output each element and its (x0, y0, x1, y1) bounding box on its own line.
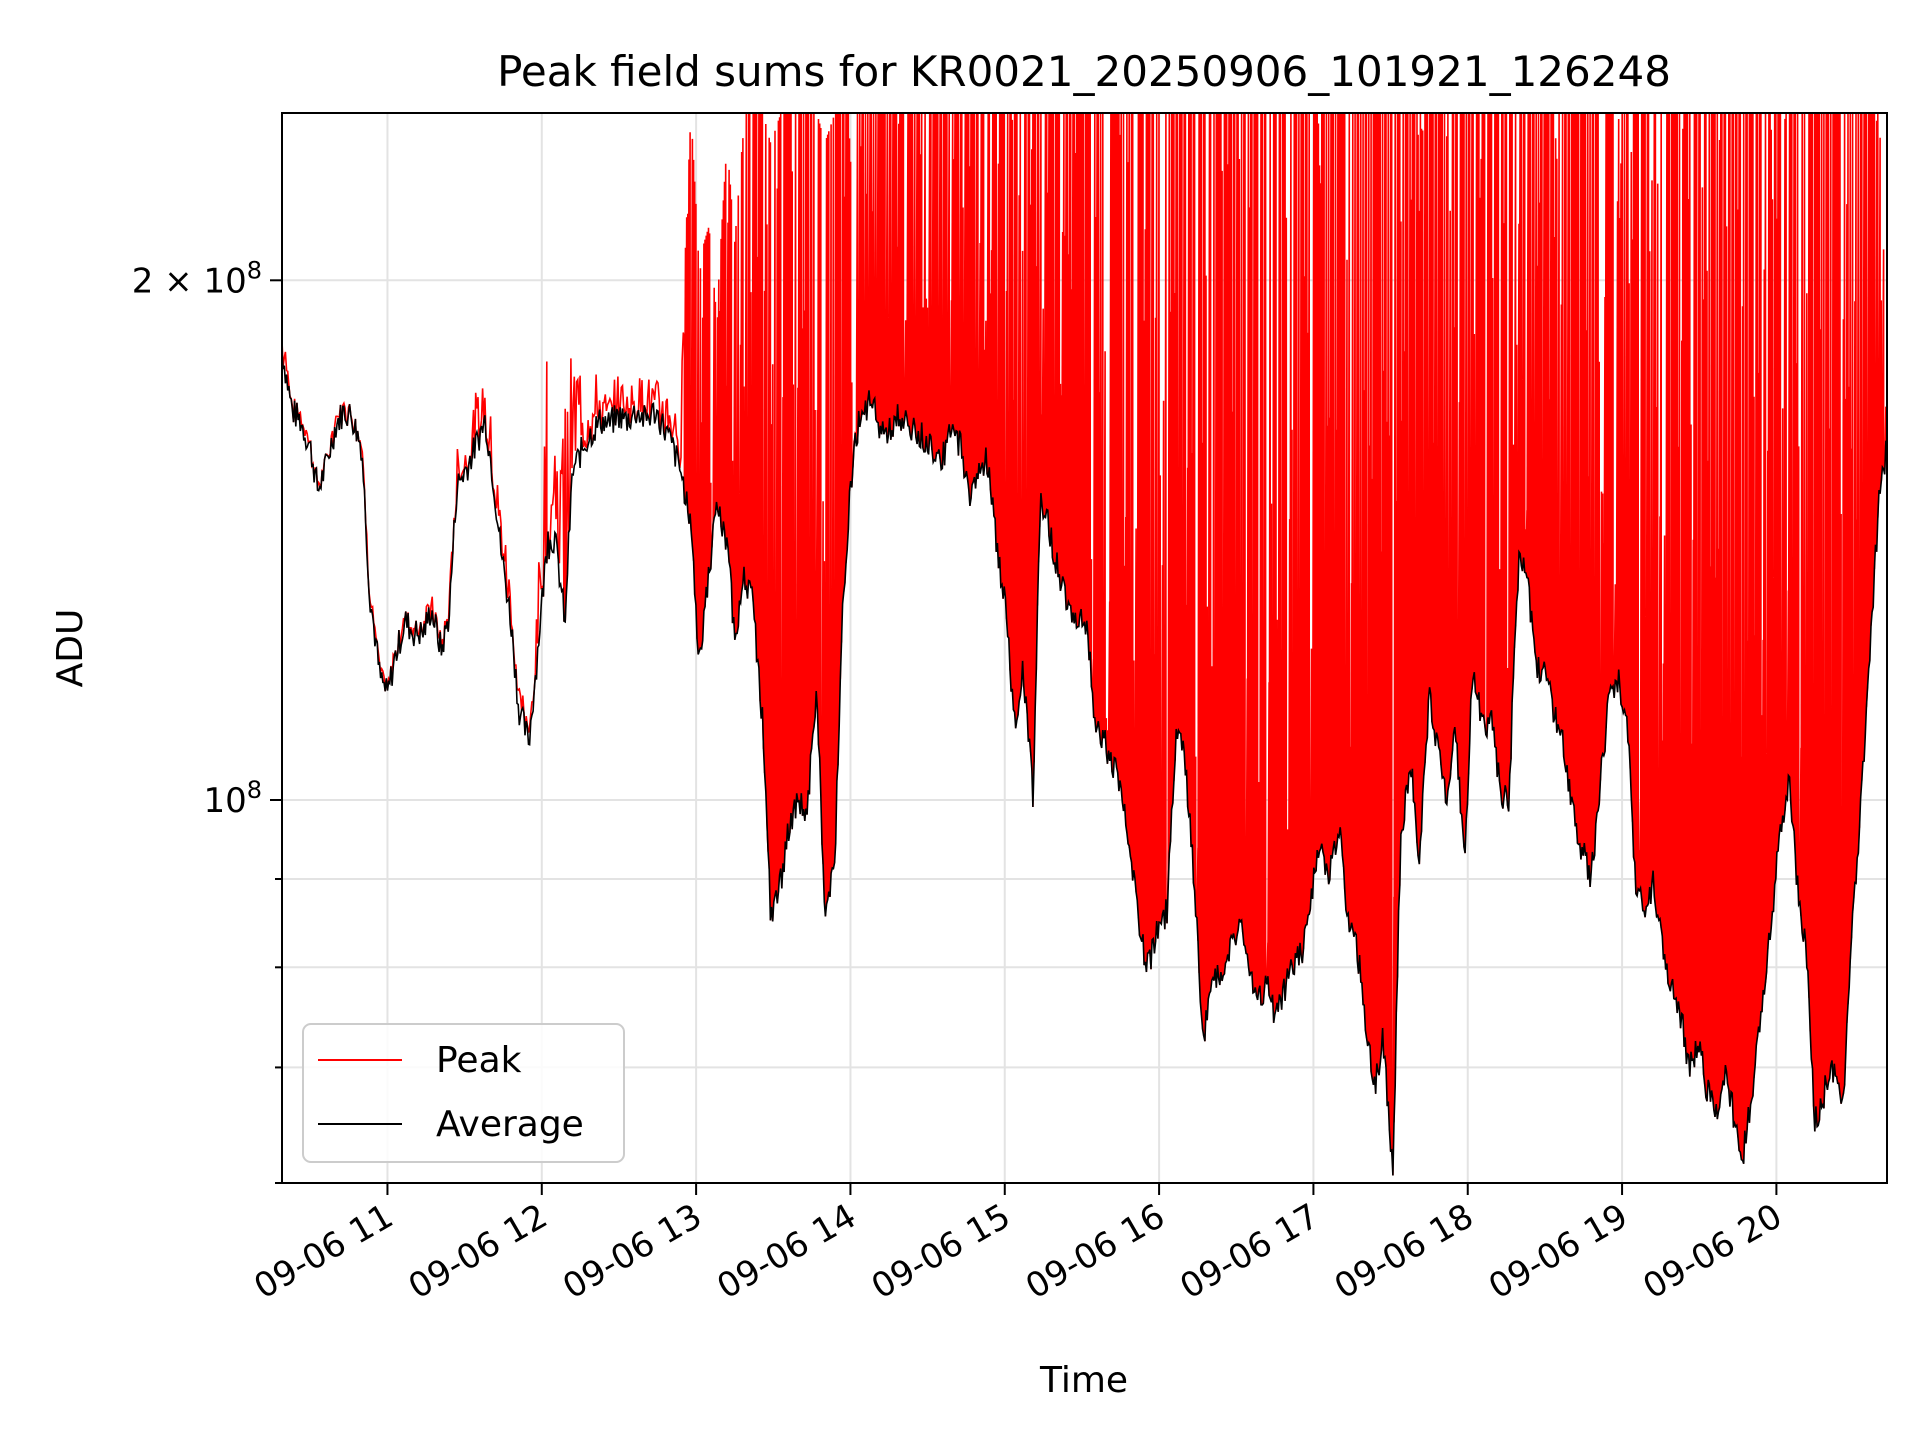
x-axis-label: Time (1039, 1360, 1128, 1401)
x-tick-label: 09-06 19 (1482, 1196, 1634, 1307)
plot-data (282, 113, 1887, 1176)
series-line-peak (282, 113, 1887, 1176)
x-tick-label: 09-06 16 (1019, 1196, 1171, 1307)
legend-label-average: Average (436, 1104, 584, 1145)
plot-frame (281, 112, 1888, 1184)
x-tick-label: 09-06 11 (248, 1196, 400, 1307)
x-tick-label: 09-06 17 (1174, 1196, 1326, 1307)
x-tick-label: 09-06 14 (711, 1196, 863, 1307)
x-tick-label: 09-06 12 (402, 1196, 554, 1307)
chart-title: Peak field sums for KR0021_20250906_1019… (497, 47, 1671, 96)
x-tick-label: 09-06 15 (865, 1196, 1017, 1307)
legend-box (302, 1023, 625, 1163)
series-line-average (282, 351, 1887, 1176)
legend-label-peak: Peak (436, 1040, 522, 1081)
x-tick-label: 09-06 20 (1637, 1196, 1789, 1307)
legend: Peak Average (302, 1023, 625, 1163)
x-axis-ticks: 09-06 11 09-06 12 09-06 13 09-06 14 09-06 15… (248, 1183, 1789, 1307)
x-tick-label: 09-06 18 (1328, 1196, 1480, 1307)
x-tick-label: 09-06 13 (556, 1196, 708, 1307)
y-axis-label: ADU (50, 609, 91, 688)
y-tick-label: 108 (203, 776, 262, 821)
y-axis-ticks: 108 2 × 108 (132, 256, 282, 1184)
y-tick-label: 2 × 108 (132, 256, 262, 301)
